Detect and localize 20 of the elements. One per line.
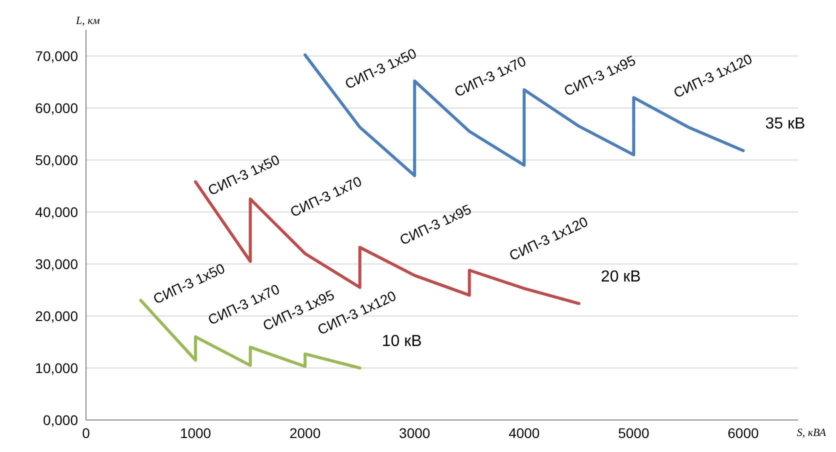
y-tick-label: 30,000 [35,256,78,272]
series-label: 20 кВ [600,268,641,286]
y-tick-label: 0,000 [42,412,78,428]
y-tick-label: 20,000 [35,308,78,324]
y-tick-label: 50,000 [35,152,78,168]
y-axis-title: L, км [75,15,100,27]
x-tick-label: 0 [82,425,90,441]
y-tick-label: 70,000 [35,48,78,64]
x-tick-label: 4000 [508,425,540,441]
x-tick-label: 2000 [290,425,321,441]
x-tick-label: 3000 [399,425,430,441]
y-tick-label: 40,000 [35,204,78,220]
x-tick-label: 5000 [618,425,650,441]
series-label: 35 кВ [765,116,806,133]
x-tick-label: 1000 [180,425,212,441]
x-axis-title: S, кВА [796,427,826,439]
y-tick-label: 60,000 [35,100,78,116]
series-label: 10 кВ [382,333,422,350]
y-tick-label: 10,000 [35,360,78,376]
x-tick-label: 6000 [728,425,760,441]
